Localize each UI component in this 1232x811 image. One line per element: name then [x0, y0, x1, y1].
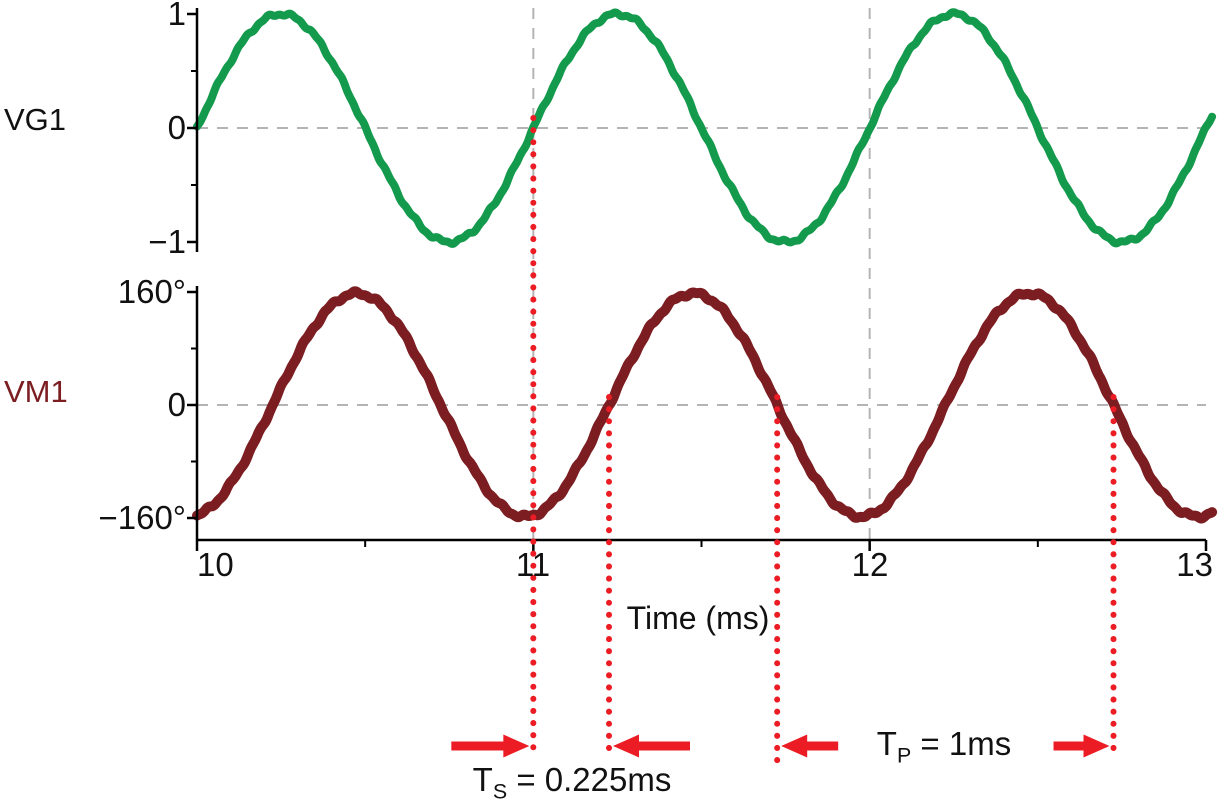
- tp-annotation-label: TP = 1ms: [877, 727, 1011, 773]
- ts-symbol: T: [472, 761, 493, 798]
- xtick-10: 10: [197, 546, 234, 583]
- vg1-waveform: [193, 8, 1217, 248]
- ts-arrow-right-head: [503, 734, 530, 758]
- vm1-trace-label: VM1: [4, 374, 68, 409]
- vm1-ytick-160: 160°: [117, 273, 186, 310]
- xtick-12: 12: [851, 546, 889, 583]
- ts-arrow-left-head: [613, 734, 640, 758]
- x-axis-title: Time (ms): [626, 600, 770, 636]
- vm1-ytick-minus160: −160°: [98, 499, 186, 536]
- ts-subscript: S: [492, 779, 508, 804]
- tp-value: = 1ms: [911, 725, 1012, 762]
- vm1-waveform: [192, 286, 1218, 524]
- vg1-ytick-minus1: −1: [148, 223, 186, 260]
- vm1-ytick-0: 0: [167, 386, 186, 423]
- xtick-11: 11: [515, 546, 551, 583]
- vg1-trace-label: VG1: [4, 102, 67, 137]
- tp-symbol: T: [876, 725, 897, 762]
- tp-subscript: P: [896, 743, 912, 768]
- vg1-ytick-1: 1: [167, 0, 186, 32]
- xtick-13: 13: [1176, 546, 1213, 583]
- ts-value: = 0.225ms: [507, 761, 672, 798]
- vg1-ytick-0: 0: [167, 109, 186, 146]
- ts-annotation-label: TS = 0.225ms: [473, 763, 672, 809]
- tp-arrow-right-head: [1083, 734, 1110, 758]
- tp-arrow-left-head: [781, 734, 808, 758]
